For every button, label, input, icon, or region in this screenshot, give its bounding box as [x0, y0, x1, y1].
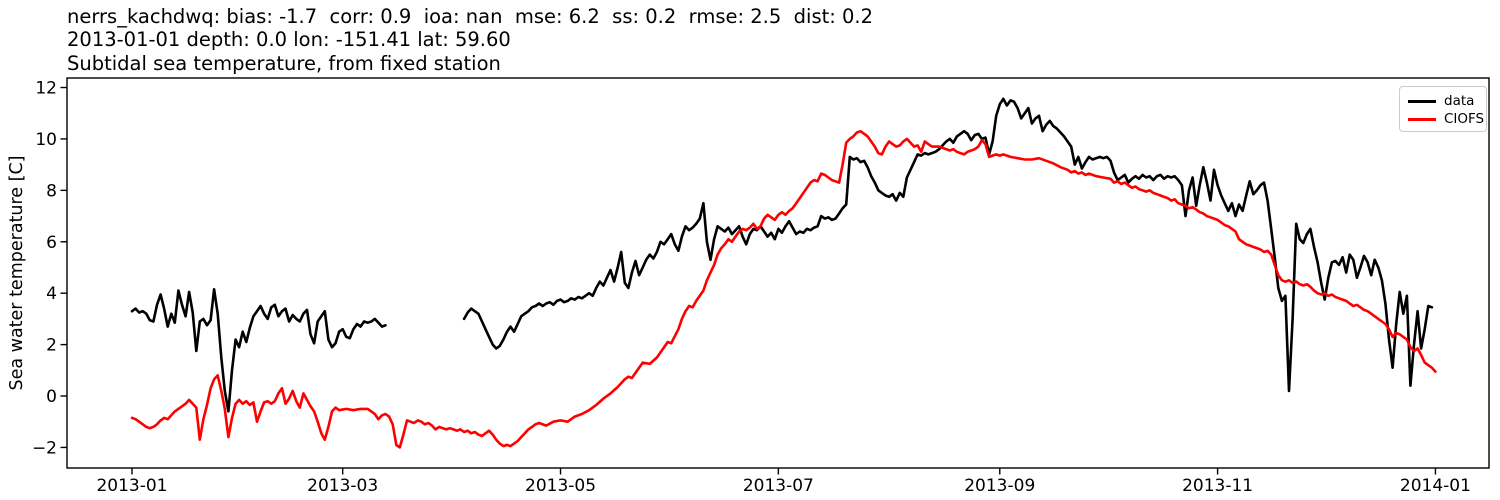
chart-titles: nerrs_kachdwq: bias: -1.7 corr: 0.9 ioa:…: [67, 5, 873, 75]
series-ciofs-line: [130, 129, 1437, 449]
legend-line-ciofs: [1408, 117, 1436, 121]
series-data-line: [462, 97, 1434, 393]
series-lines: [130, 97, 1437, 449]
x-tick-label: 2013-05: [525, 476, 596, 496]
x-tick-label: 2013-07: [743, 476, 814, 496]
y-tick-label: −2: [32, 438, 57, 458]
legend: data CIOFS: [1399, 86, 1487, 132]
y-tick-label: 6: [46, 233, 57, 253]
x-tick-label: 2013-03: [307, 476, 378, 496]
chart-title-description: Subtidal sea temperature, from fixed sta…: [67, 51, 501, 75]
x-tick-label: 2014-01: [1400, 476, 1471, 496]
x-tick-label: 2013-11: [1182, 476, 1253, 496]
y-tick-label: 12: [35, 79, 57, 99]
y-tick-label: 0: [46, 387, 57, 407]
legend-label-ciofs: CIOFS: [1444, 111, 1485, 127]
axes: 2013-01 2013-03 2013-05 2013-07 2013-09 2013-…: [32, 77, 1490, 496]
legend-label-data: data: [1444, 93, 1475, 109]
series-data-line: [130, 287, 387, 413]
y-tick-label: 10: [35, 130, 57, 150]
legend-entry-data: data: [1408, 92, 1486, 110]
x-tick-label: 2013-01: [96, 476, 167, 496]
y-tick-label: 4: [46, 284, 57, 304]
chart-title-stats: nerrs_kachdwq: bias: -1.7 corr: 0.9 ioa:…: [67, 5, 874, 28]
x-tick-label: 2013-09: [964, 476, 1035, 496]
y-tick-label: 2: [46, 336, 57, 356]
y-tick-label: 8: [46, 181, 57, 201]
legend-line-data: [1408, 99, 1436, 103]
legend-entry-ciofs: CIOFS: [1408, 110, 1486, 128]
chart-title-location: 2013-01-01 depth: 0.0 lon: -151.41 lat: …: [67, 28, 511, 52]
